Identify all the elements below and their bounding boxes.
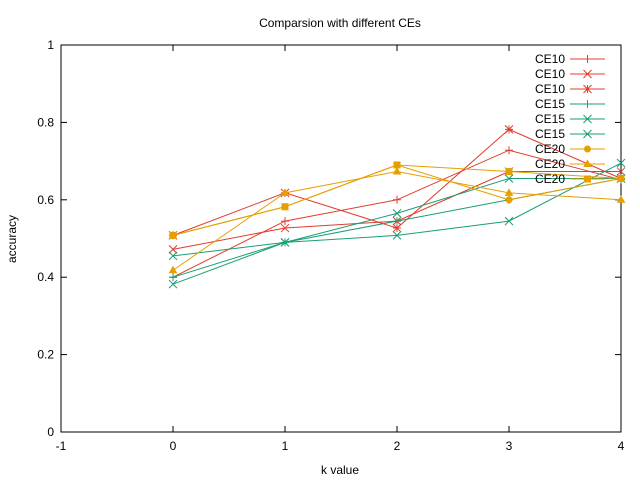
- legend-marker: [583, 159, 592, 167]
- data-point: [168, 244, 178, 254]
- legend-entry: CE20: [535, 172, 605, 186]
- y-tick-label: 0.2: [37, 348, 54, 362]
- legend-label: CE15: [535, 112, 565, 126]
- data-point: [280, 238, 290, 247]
- data-point: [168, 251, 178, 261]
- y-tick-label: 0.6: [37, 193, 54, 207]
- data-point: [280, 223, 290, 233]
- legend-entry: CE20: [535, 157, 605, 171]
- legend-entry: CE15: [535, 112, 605, 126]
- data-point: [393, 161, 401, 169]
- data-point: [504, 216, 514, 226]
- legend-marker: [584, 175, 591, 183]
- chart-title: Comparsion with different CEs: [259, 16, 421, 30]
- legend-label: CE20: [535, 142, 565, 156]
- legend-entry: CE15: [535, 97, 605, 111]
- legend-label: CE15: [535, 127, 565, 141]
- data-point: [504, 125, 514, 134]
- legend-marker: [583, 100, 592, 108]
- y-tick-label: 1: [47, 38, 54, 52]
- legend-entry: CE10: [535, 52, 605, 66]
- y-tick-label: 0: [47, 425, 54, 439]
- data-point: [393, 195, 401, 204]
- data-point: [168, 265, 178, 274]
- x-axis-label: k value: [321, 463, 359, 477]
- series-7: [168, 167, 626, 274]
- data-point: [280, 188, 290, 196]
- legend-marker: [584, 145, 591, 153]
- x-tick-label: 0: [170, 439, 177, 453]
- data-point: [169, 231, 177, 239]
- legend-label: CE10: [535, 82, 565, 96]
- legend-marker: [583, 129, 592, 139]
- data-point: [505, 146, 513, 155]
- legend-entry: CE20: [535, 142, 605, 156]
- data-point: [392, 231, 402, 240]
- y-axis-label: accuracy: [5, 215, 19, 263]
- x-tick-label: -1: [56, 439, 67, 453]
- y-tick-label: 0.4: [37, 270, 54, 284]
- legend-marker: [583, 114, 592, 124]
- data-point: [392, 208, 402, 218]
- x-tick-label: 2: [394, 439, 401, 453]
- legend-entry: CE10: [535, 67, 605, 81]
- legend-marker: [583, 55, 592, 63]
- legend-label: CE10: [535, 52, 565, 66]
- plot-frame: [60, 44, 622, 433]
- legend-label: CE15: [535, 97, 565, 111]
- data-point: [393, 217, 401, 226]
- legend-entry: CE10: [535, 82, 605, 96]
- data-point: [281, 203, 289, 211]
- x-tick-label: 3: [506, 439, 513, 453]
- data-point: [392, 223, 402, 233]
- plot-area: [168, 125, 626, 289]
- data-point: [616, 195, 626, 203]
- data-point: [168, 279, 178, 289]
- y-tick-label: 0.8: [37, 115, 54, 129]
- data-point: [505, 196, 513, 204]
- legend-marker: [583, 84, 592, 94]
- data-point: [616, 158, 626, 168]
- data-point: [617, 175, 625, 183]
- data-point: [281, 217, 289, 226]
- data-point: [616, 167, 626, 176]
- data-point: [392, 167, 402, 175]
- data-point: [169, 273, 177, 282]
- x-tick-label: 4: [618, 439, 625, 453]
- legend-entry: CE15: [535, 127, 605, 141]
- x-tick-label: 1: [282, 439, 289, 453]
- legend-marker: [583, 69, 592, 79]
- legend-label: CE20: [535, 157, 565, 171]
- data-point: [504, 174, 514, 183]
- series-8: [169, 161, 625, 239]
- legend-label: CE10: [535, 67, 565, 81]
- axes: -1 0 1 2 3 400.20.40.60.81: [37, 38, 624, 453]
- data-point: [505, 168, 513, 176]
- data-point: [504, 188, 514, 196]
- legend-label: CE20: [535, 172, 565, 186]
